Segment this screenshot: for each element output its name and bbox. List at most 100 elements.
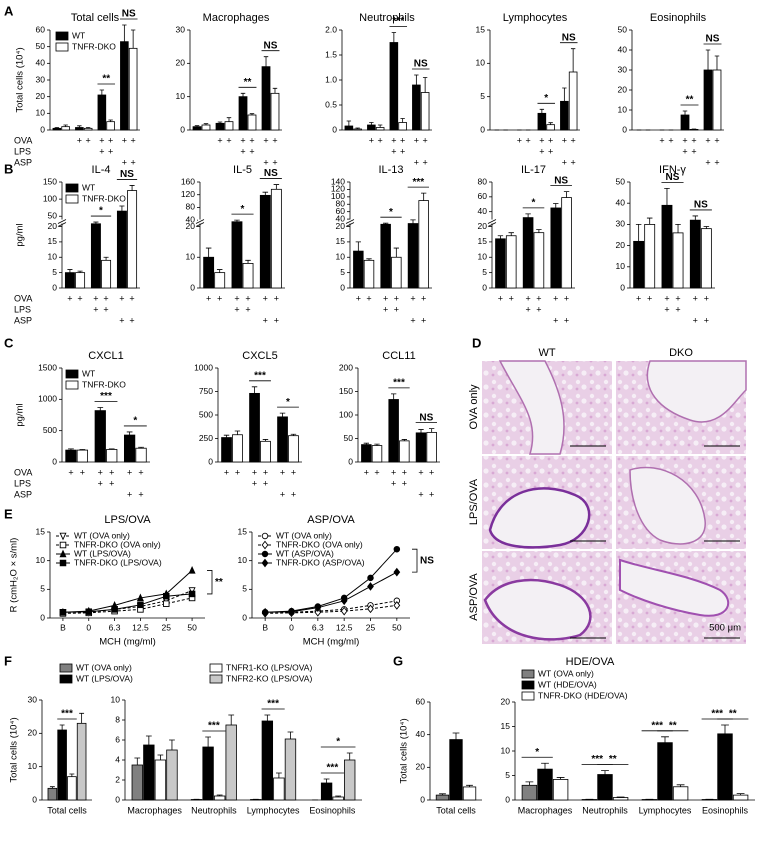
y-tick-label: 0 xyxy=(340,282,345,292)
legend-swatch xyxy=(65,194,79,204)
bar xyxy=(380,223,391,289)
bar xyxy=(353,128,362,131)
y-tick-label: 140 xyxy=(331,176,345,186)
condition-mark: + xyxy=(103,304,108,314)
bar xyxy=(221,437,232,463)
y-tick-label: 6 xyxy=(115,734,120,744)
condition-mark: + xyxy=(77,135,82,145)
error-bar xyxy=(287,731,294,739)
chart-title: CXCL5 xyxy=(242,350,277,362)
condition-mark: + xyxy=(98,467,103,477)
y-tick-label: 1500 xyxy=(38,362,57,372)
y-tick-label: 5 xyxy=(480,91,485,101)
y-tick-label: 15 xyxy=(501,721,511,731)
condition-mark: + xyxy=(704,315,709,325)
series-line xyxy=(62,570,193,613)
bar xyxy=(192,126,202,131)
error-bar xyxy=(497,235,504,239)
y-tick-label: 5 xyxy=(242,584,247,594)
chart-title: CCL11 xyxy=(382,350,415,362)
x-tick-label: 12.5 xyxy=(336,622,353,632)
series-marker xyxy=(261,540,269,550)
condition-mark: + xyxy=(129,293,134,303)
y-tick-label: 10 xyxy=(501,745,511,755)
legend-swatch xyxy=(521,691,535,701)
condition-mark: + xyxy=(103,293,108,303)
axis-break xyxy=(195,219,205,227)
y-tick-label: 0 xyxy=(332,124,337,134)
condition-mark: + xyxy=(509,293,514,303)
y-tick-label: 80 xyxy=(186,202,196,212)
condition-mark: + xyxy=(539,135,544,145)
condition-mark: + xyxy=(226,135,231,145)
condition-mark: + xyxy=(659,135,664,145)
y-tick-label: 60 xyxy=(36,24,46,34)
chart-title: Macrophages xyxy=(203,12,270,24)
condition-mark: + xyxy=(86,135,91,145)
condition-mark: + xyxy=(562,135,567,145)
bar xyxy=(120,41,129,131)
bar xyxy=(131,764,143,801)
significance-label: ** xyxy=(729,709,737,720)
condition-mark: + xyxy=(691,135,696,145)
y-tick-label: 15 xyxy=(48,236,58,246)
x-tick-label: Macrophages xyxy=(127,805,182,815)
significance-label: NS xyxy=(264,40,278,51)
legend-swatch xyxy=(55,42,69,52)
bar xyxy=(214,272,226,289)
condition-mark: + xyxy=(636,293,641,303)
condition-mark: + xyxy=(263,467,268,477)
series-marker xyxy=(137,601,144,609)
significance-label: *** xyxy=(412,177,424,188)
error-bar xyxy=(508,232,514,236)
error-bar xyxy=(68,448,74,451)
error-bar xyxy=(203,123,209,125)
condition-mark: + xyxy=(366,293,371,303)
bar xyxy=(270,92,280,131)
x-tick-label: Macrophages xyxy=(518,805,573,815)
y-tick-label: 15 xyxy=(476,24,486,34)
significance-label: NS xyxy=(694,200,708,211)
y-tick-label: 0 xyxy=(40,124,45,134)
error-bar xyxy=(108,448,115,450)
y-tick-label: 20 xyxy=(478,221,488,231)
bar xyxy=(568,71,578,131)
y-tick-label: 500 xyxy=(43,425,57,435)
y-tick-label: 10 xyxy=(336,252,346,262)
legend-label: WT xyxy=(82,182,95,192)
condition-mark: + xyxy=(525,304,530,314)
y-tick-label: 100 xyxy=(331,191,345,201)
bar xyxy=(97,94,107,131)
condition-mark: + xyxy=(423,135,428,145)
bar xyxy=(288,435,299,463)
significance-label: ** xyxy=(244,77,252,88)
airway xyxy=(488,487,591,549)
condition-name: ASP xyxy=(14,157,32,167)
y-tick-label: 40 xyxy=(36,58,46,68)
bar xyxy=(260,440,271,463)
bar xyxy=(76,722,87,801)
condition-mark: + xyxy=(206,293,211,303)
condition-mark: + xyxy=(675,304,680,314)
airway xyxy=(646,360,747,423)
chart-title: HDE/OVA xyxy=(566,656,615,668)
condition-mark: + xyxy=(240,146,245,156)
y-tick-label: 160 xyxy=(181,176,195,186)
error-bar xyxy=(563,191,570,198)
error-bar xyxy=(539,108,545,114)
bar xyxy=(259,194,271,289)
significance-label: *** xyxy=(591,754,603,765)
legend-label: TNFR-DKO (LPS/OVA) xyxy=(74,557,162,567)
column-label: DKO xyxy=(669,347,693,359)
significance-label: ** xyxy=(669,720,677,731)
error-bar xyxy=(108,119,113,122)
y-tick-label: 0 xyxy=(505,794,510,804)
legend-label: TNFR-DKO xyxy=(82,193,126,203)
condition-mark: + xyxy=(378,135,383,145)
panel-label: D xyxy=(472,335,481,350)
legend-label: TNFR-DKO (OVA only) xyxy=(276,539,363,549)
bar xyxy=(166,749,178,801)
bar xyxy=(644,223,656,289)
significance-bracket xyxy=(412,548,418,573)
error-bar xyxy=(401,439,407,441)
